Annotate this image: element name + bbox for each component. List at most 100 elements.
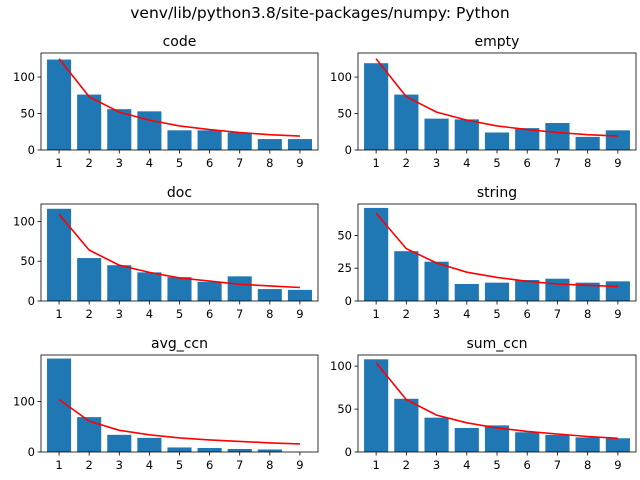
subplot-string: string 1 2 3 4 5 6 7 8 9 0 25 50: [337, 185, 637, 321]
bar: [197, 447, 222, 452]
bar: [575, 437, 600, 452]
bar: [424, 417, 449, 452]
bar: [394, 94, 419, 150]
subplot-sum_ccn: sum_ccn 1 2 3 4 5 6 7 8 9 0 50 100: [330, 336, 637, 472]
bar: [545, 434, 570, 452]
x-tick-label: 3: [116, 307, 123, 321]
bar: [364, 207, 389, 301]
bar: [227, 132, 252, 150]
x-tick-label: 3: [433, 307, 440, 321]
x-tick-label: 3: [433, 156, 440, 170]
x-tick-label: 1: [372, 156, 379, 170]
subplot-title: empty: [475, 34, 520, 50]
figure-suptitle: venv/lib/python3.8/site-packages/numpy: …: [130, 4, 510, 22]
x-tick-label: 9: [296, 156, 303, 170]
subplot-code: code 1 2 3 4 5 6 7 8 9 0 50 100: [13, 34, 319, 170]
x-tick-label: 5: [493, 458, 500, 472]
bar: [47, 208, 72, 301]
bar: [454, 427, 479, 452]
bar: [107, 109, 132, 150]
x-tick-label: 8: [584, 307, 591, 321]
subplot-empty: empty 1 2 3 4 5 6 7 8 9 0 50 100: [330, 34, 637, 170]
subplot-title: doc: [167, 185, 192, 201]
bar: [484, 425, 510, 452]
y-tick-label: 50: [337, 107, 352, 121]
x-tick-label: 4: [463, 156, 470, 170]
bar: [197, 281, 222, 301]
x-tick-label: 2: [86, 458, 93, 472]
bar: [454, 119, 479, 150]
bar: [575, 136, 600, 150]
x-tick-label: 6: [524, 458, 531, 472]
x-tick-label: 9: [296, 307, 303, 321]
x-tick-label: 5: [176, 156, 183, 170]
bar: [364, 63, 389, 150]
x-tick-label: 7: [236, 307, 243, 321]
x-tick-label: 6: [206, 156, 213, 170]
y-tick-label: 50: [337, 228, 352, 242]
bar: [484, 132, 510, 150]
x-tick-label: 7: [554, 156, 561, 170]
series-line: [58, 213, 300, 289]
x-tick-label: 6: [524, 307, 531, 321]
y-tick-label: 50: [20, 107, 35, 121]
bar: [605, 281, 630, 301]
y-tick-label: 100: [330, 70, 352, 84]
x-tick-label: 3: [116, 156, 123, 170]
bar: [227, 276, 252, 301]
bar: [605, 130, 630, 150]
bar: [257, 139, 282, 150]
x-tick-label: 9: [296, 458, 303, 472]
x-tick-label: 4: [146, 458, 153, 472]
bar: [545, 278, 570, 301]
x-tick-label: 4: [463, 307, 470, 321]
subplot-title: sum_ccn: [466, 336, 527, 352]
x-tick-label: 4: [146, 156, 153, 170]
x-tick-label: 6: [524, 156, 531, 170]
bar: [107, 265, 132, 301]
x-tick-label: 4: [463, 458, 470, 472]
x-tick-label: 1: [55, 458, 62, 472]
x-tick-label: 1: [372, 458, 379, 472]
bar: [77, 258, 102, 301]
x-tick-label: 2: [403, 307, 410, 321]
bar: [424, 261, 449, 301]
x-tick-label: 1: [55, 307, 62, 321]
y-tick-label: 25: [337, 261, 352, 275]
bar: [47, 59, 72, 150]
bar: [484, 282, 510, 301]
bar: [167, 277, 192, 301]
x-tick-label: 8: [266, 156, 273, 170]
x-tick-label: 2: [403, 156, 410, 170]
subplot-title: string: [477, 185, 517, 201]
x-tick-label: 8: [266, 307, 273, 321]
bar: [605, 438, 630, 452]
x-tick-label: 7: [554, 458, 561, 472]
x-tick-label: 3: [433, 458, 440, 472]
y-tick-label: 100: [330, 359, 352, 373]
bar: [394, 398, 419, 452]
bar: [515, 128, 540, 150]
subplot-doc: doc 1 2 3 4 5 6 7 8 9 0 50 100: [13, 185, 319, 321]
x-tick-label: 7: [236, 458, 243, 472]
y-tick-label: 0: [345, 445, 352, 459]
bar: [575, 282, 600, 301]
y-tick-label: 0: [345, 294, 352, 308]
subplot-avg_ccn: avg_ccn 1 2 3 4 5 6 7 8 9 0 100: [13, 336, 319, 472]
x-tick-label: 6: [206, 307, 213, 321]
x-tick-label: 1: [372, 307, 379, 321]
bar: [257, 449, 282, 452]
bar: [227, 448, 252, 452]
x-tick-label: 5: [493, 156, 500, 170]
x-tick-label: 4: [146, 307, 153, 321]
bar: [394, 251, 419, 301]
x-tick-label: 8: [584, 458, 591, 472]
x-tick-label: 1: [55, 156, 62, 170]
y-tick-label: 50: [337, 402, 352, 416]
x-tick-label: 2: [86, 156, 93, 170]
series-line: [58, 58, 300, 137]
x-tick-label: 7: [236, 156, 243, 170]
y-tick-label: 0: [28, 143, 35, 157]
x-tick-label: 5: [176, 458, 183, 472]
